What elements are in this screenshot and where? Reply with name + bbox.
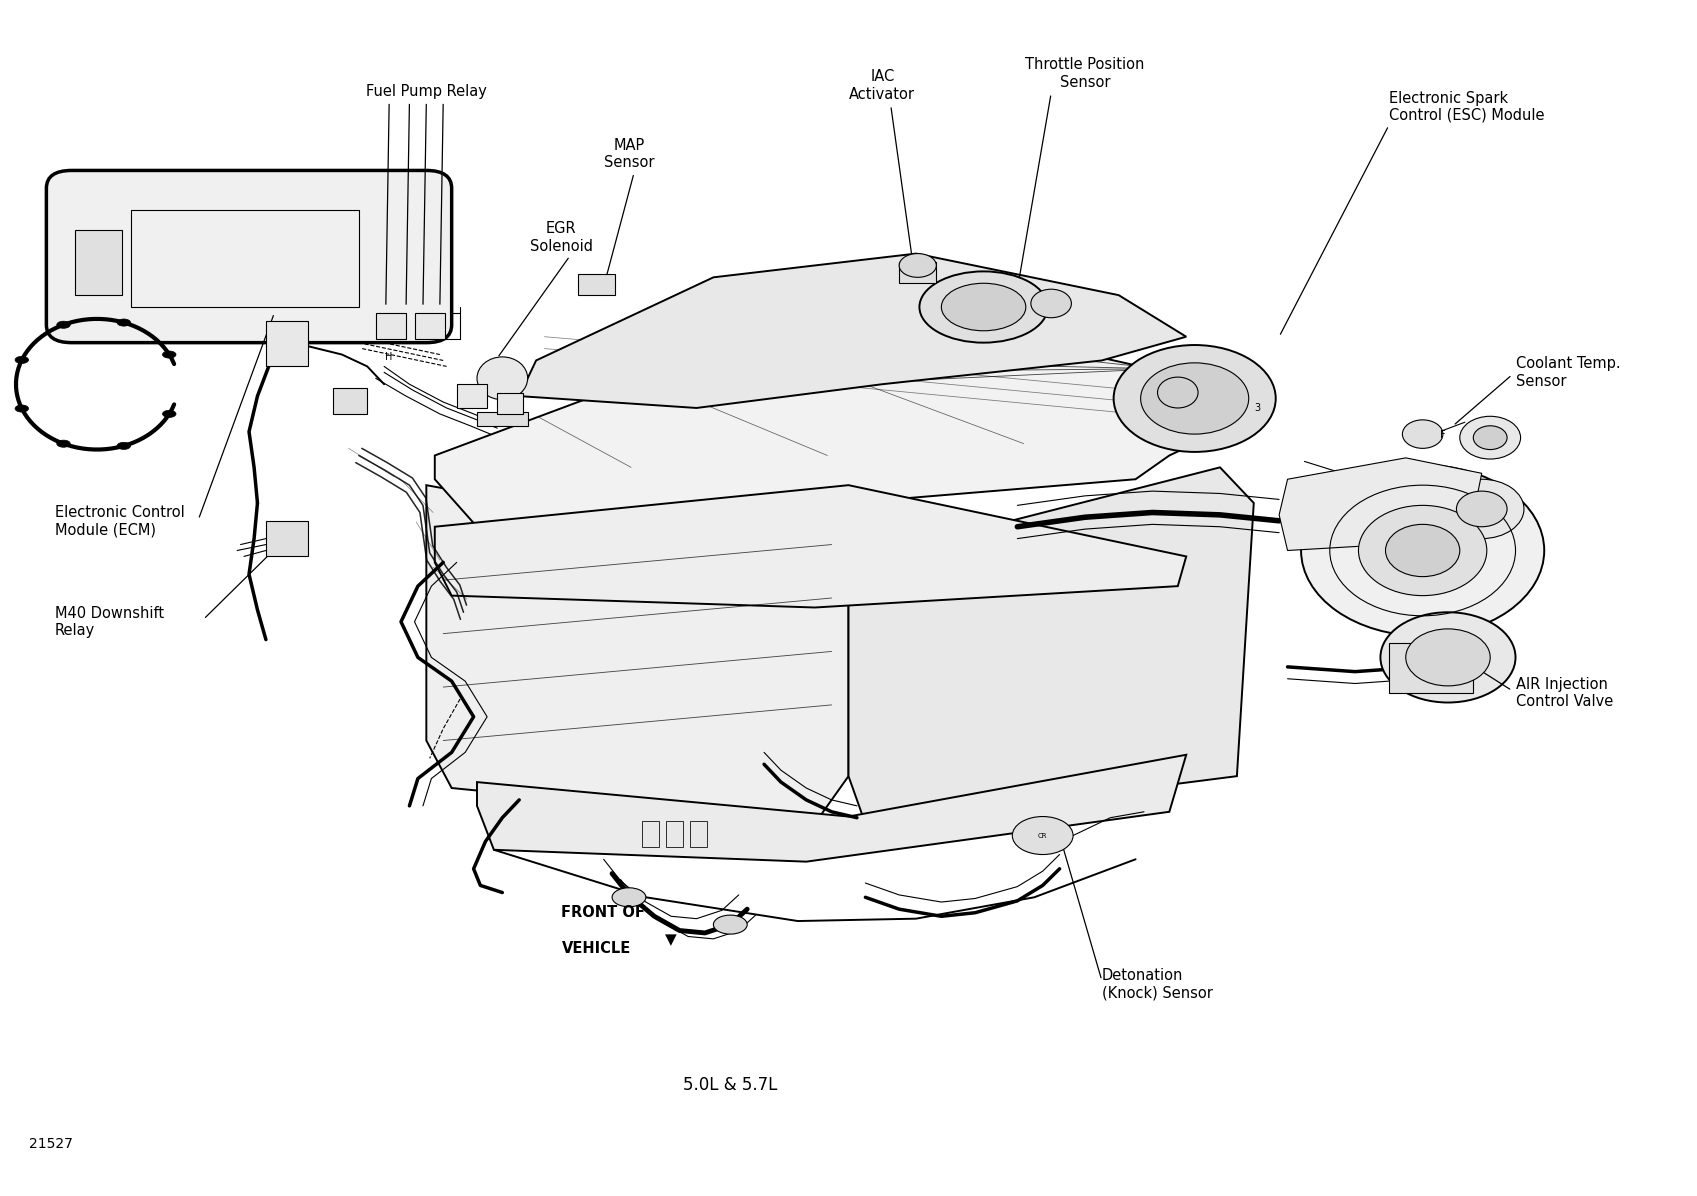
Text: 21527: 21527 bbox=[29, 1137, 73, 1152]
Bar bbox=[643, 822, 660, 848]
Bar bbox=[414, 313, 445, 340]
Ellipse shape bbox=[713, 915, 747, 934]
Text: FRONT OF: FRONT OF bbox=[562, 905, 645, 920]
Ellipse shape bbox=[942, 283, 1025, 331]
Text: Coolant Temp.
Sensor: Coolant Temp. Sensor bbox=[1515, 356, 1621, 389]
Ellipse shape bbox=[117, 443, 131, 450]
Ellipse shape bbox=[1380, 612, 1515, 702]
Bar bbox=[899, 262, 937, 283]
Ellipse shape bbox=[1439, 480, 1524, 538]
Text: Detonation
(Knock) Sensor: Detonation (Knock) Sensor bbox=[1101, 968, 1213, 1000]
Ellipse shape bbox=[1473, 426, 1507, 450]
Bar bbox=[131, 209, 358, 307]
Polygon shape bbox=[477, 755, 1186, 861]
Ellipse shape bbox=[1140, 362, 1249, 434]
Ellipse shape bbox=[1302, 465, 1544, 636]
Bar bbox=[333, 388, 367, 414]
Polygon shape bbox=[434, 486, 1186, 608]
Ellipse shape bbox=[1405, 629, 1490, 685]
Text: Electronic Control
Module (ECM): Electronic Control Module (ECM) bbox=[54, 505, 185, 537]
Ellipse shape bbox=[899, 254, 937, 277]
Text: Electronic Spark
Control (ESC) Module: Electronic Spark Control (ESC) Module bbox=[1388, 91, 1544, 123]
Text: 5.0L & 5.7L: 5.0L & 5.7L bbox=[684, 1076, 777, 1094]
Text: VEHICLE: VEHICLE bbox=[562, 941, 631, 956]
Text: EGR
Solenoid: EGR Solenoid bbox=[529, 221, 592, 254]
Text: M40 Downshift
Relay: M40 Downshift Relay bbox=[54, 605, 165, 637]
FancyBboxPatch shape bbox=[46, 171, 451, 342]
Ellipse shape bbox=[477, 356, 528, 399]
Text: Fuel Pump Relay: Fuel Pump Relay bbox=[367, 84, 487, 99]
Text: MAP
Sensor: MAP Sensor bbox=[604, 138, 655, 171]
Polygon shape bbox=[848, 468, 1254, 824]
Ellipse shape bbox=[1030, 289, 1071, 318]
Ellipse shape bbox=[1113, 344, 1276, 452]
Ellipse shape bbox=[1013, 817, 1073, 854]
Ellipse shape bbox=[163, 410, 176, 417]
Bar bbox=[497, 392, 523, 414]
Ellipse shape bbox=[15, 405, 29, 413]
Bar bbox=[579, 274, 616, 295]
Ellipse shape bbox=[56, 322, 70, 329]
Bar bbox=[1388, 643, 1473, 692]
Bar bbox=[375, 313, 406, 340]
Bar bbox=[667, 822, 682, 848]
Ellipse shape bbox=[613, 887, 647, 907]
Text: CR: CR bbox=[1039, 832, 1047, 838]
Text: ▼: ▼ bbox=[665, 933, 677, 947]
Ellipse shape bbox=[1459, 416, 1521, 459]
Ellipse shape bbox=[117, 319, 131, 327]
Bar bbox=[75, 230, 122, 295]
Ellipse shape bbox=[1402, 420, 1442, 448]
Bar bbox=[477, 411, 528, 426]
Polygon shape bbox=[519, 254, 1186, 408]
Text: H: H bbox=[385, 352, 394, 362]
Bar bbox=[266, 322, 309, 366]
Ellipse shape bbox=[163, 350, 176, 358]
Ellipse shape bbox=[56, 440, 70, 447]
Ellipse shape bbox=[1385, 524, 1459, 576]
Polygon shape bbox=[1280, 458, 1481, 550]
Text: Throttle Position
Sensor: Throttle Position Sensor bbox=[1025, 57, 1144, 90]
Polygon shape bbox=[434, 301, 1220, 526]
Ellipse shape bbox=[1456, 492, 1507, 526]
Ellipse shape bbox=[1359, 506, 1487, 596]
Text: 3: 3 bbox=[1254, 403, 1261, 413]
Bar bbox=[689, 822, 706, 848]
Ellipse shape bbox=[15, 356, 29, 364]
Text: AIR Injection
Control Valve: AIR Injection Control Valve bbox=[1515, 677, 1612, 709]
Polygon shape bbox=[426, 486, 848, 824]
Text: IAC
Activator: IAC Activator bbox=[848, 69, 915, 102]
Bar bbox=[266, 520, 309, 556]
Ellipse shape bbox=[920, 271, 1047, 342]
Text: F: F bbox=[1441, 431, 1446, 440]
Bar bbox=[456, 384, 487, 408]
